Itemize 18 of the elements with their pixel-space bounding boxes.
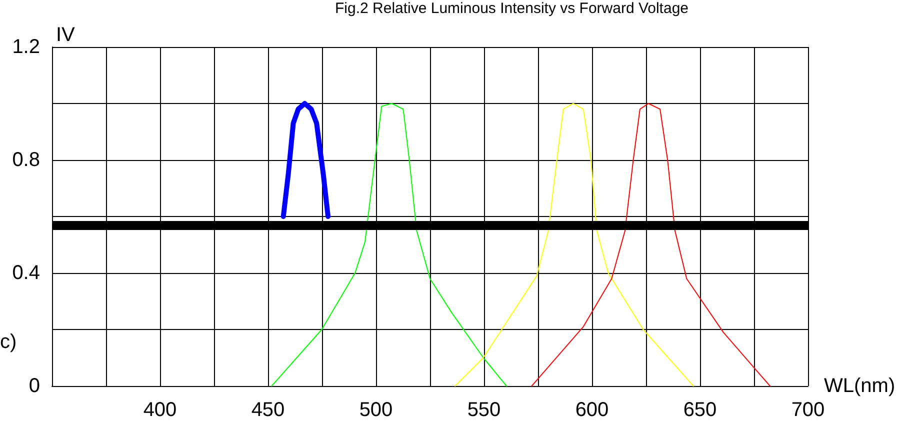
text: c) (0, 331, 17, 353)
x-tick-label: 550 (467, 399, 501, 421)
x-tick-label: 600 (575, 399, 609, 421)
y-tick-label: 0 (28, 375, 40, 397)
y-tick-label: 0.4 (12, 262, 40, 284)
x-axis-title: WL(nm) (824, 375, 896, 397)
x-tick-label: 500 (359, 399, 393, 421)
line-series (454, 103, 694, 386)
line-series (271, 103, 507, 386)
y-axis-title: IV (56, 24, 76, 46)
x-tick-label: 650 (683, 399, 717, 421)
x-tick-label: 400 (143, 399, 177, 421)
y-tick-label: 1.2 (12, 36, 40, 58)
chart-title: Fig.2 Relative Luminous Intensity vs Forward Voltage (335, 0, 689, 17)
x-tick-label: 450 (251, 399, 285, 421)
line-series (531, 103, 770, 386)
y-tick-label: 0.8 (12, 149, 40, 171)
x-tick-label: 700 (791, 399, 825, 421)
